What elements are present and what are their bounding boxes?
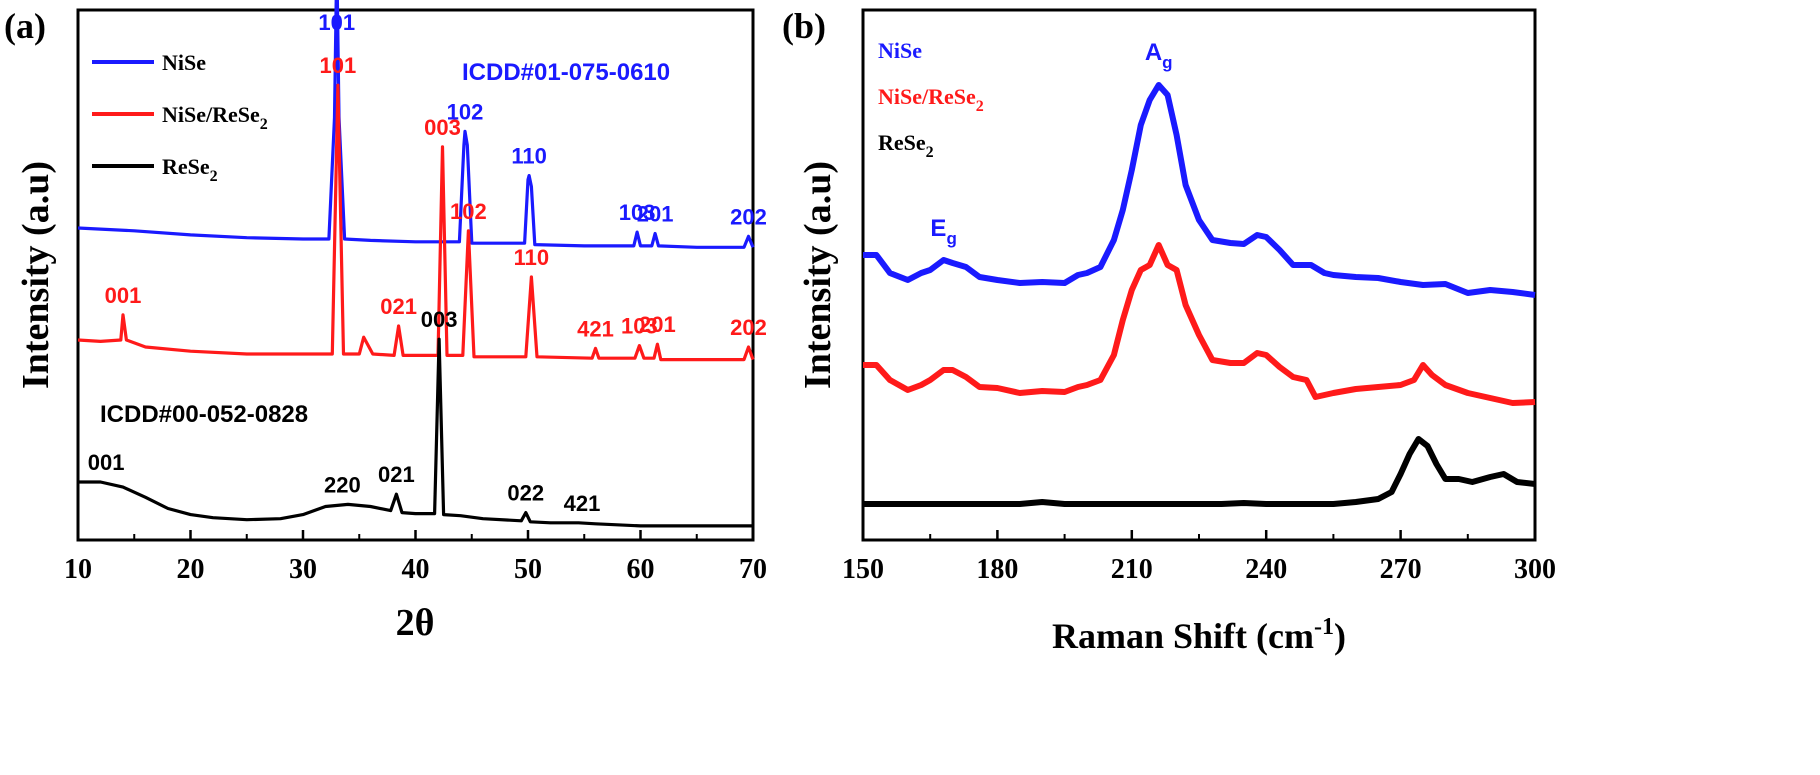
x-tick-label: 150	[842, 554, 884, 585]
panel-b-label: (b)	[782, 6, 826, 46]
legend-entry: NiSe	[162, 50, 206, 75]
x-tick-label: 300	[1514, 554, 1556, 585]
peak-label: 421	[577, 316, 614, 341]
peak-label: 110	[511, 144, 547, 169]
panel-a-x-ticks: 10 20 30 40 50 60 70	[64, 530, 767, 585]
icdd-card-rese2: ICDD#00-052-0828	[100, 401, 308, 428]
panel-b-mode-labels: Ag Eg	[930, 39, 1172, 248]
x-tick-label: 270	[1380, 554, 1422, 585]
peak-label: 021	[380, 294, 417, 319]
panel-b-curves	[863, 82, 1536, 507]
legend-entry: NiSe/ReSe2	[878, 84, 984, 115]
x-tick-label: 210	[1111, 554, 1153, 585]
icdd-card-nise: ICDD#01-075-0610	[462, 59, 670, 86]
panel-a-frame	[76, 8, 755, 542]
x-tick-label: 70	[739, 554, 767, 585]
panel-b-x-axis-label: Raman Shift (cm-1)	[1052, 614, 1346, 656]
peak-label: 021	[378, 462, 415, 487]
peak-label: 102	[450, 199, 487, 224]
panel-b-y-axis-label: Intensity (a.u)	[797, 161, 839, 389]
panel-b-raman: 150 180 210 240 270 300 Ag Eg NiSe NiSe/ReSe2 Re…	[782, 6, 1556, 656]
peak-label: 201	[639, 312, 676, 337]
peak-label: 103	[619, 200, 656, 225]
peak-label: 101	[320, 53, 357, 78]
peak-label: 220	[324, 472, 361, 497]
mode-label: Ag	[1145, 39, 1173, 72]
series-line-nise	[77, 0, 755, 249]
series-line-rese2	[863, 436, 1536, 507]
legend-entry: ReSe2	[878, 130, 934, 161]
x-tick-label: 40	[402, 554, 430, 585]
peak-label: 001	[105, 283, 142, 308]
peak-label: 001	[88, 450, 125, 475]
legend-entry: NiSe	[878, 38, 922, 63]
peak-label: 003	[424, 115, 461, 140]
x-tick-label: 10	[64, 554, 92, 585]
x-tick-label: 20	[177, 554, 205, 585]
peak-label: 202	[730, 315, 767, 340]
panel-a-x-axis-label: 2θ	[396, 602, 435, 644]
x-tick-label: 240	[1245, 554, 1287, 585]
panel-a-label: (a)	[4, 6, 46, 46]
peak-label: 202	[730, 204, 767, 229]
peak-label: 101	[318, 10, 355, 35]
mode-label: Eg	[930, 215, 956, 248]
series-line-nise-rese2	[77, 83, 755, 362]
x-tick-label: 60	[627, 554, 655, 585]
peak-label: 102	[447, 99, 484, 124]
series-line-nise	[863, 82, 1536, 298]
x-tick-label: 180	[976, 554, 1018, 585]
peak-label: 103	[621, 314, 658, 339]
panel-a-legend: NiSe NiSe/ReSe2 ReSe2	[92, 50, 268, 185]
series-line-nise-rese2	[863, 242, 1536, 406]
x-tick-label: 50	[514, 554, 542, 585]
panel-b-x-ticks: 150 180 210 240 270 300	[842, 530, 1556, 585]
legend-entry: NiSe/ReSe2	[162, 102, 268, 133]
x-tick-label: 30	[289, 554, 317, 585]
panel-a-y-axis-label: Intensity (a.u)	[15, 161, 57, 389]
peak-label: 003	[421, 307, 458, 332]
panel-b-legend: NiSe NiSe/ReSe2 ReSe2	[878, 38, 984, 161]
legend-entry: ReSe2	[162, 154, 218, 185]
panel-a-curves	[77, 0, 755, 528]
series-line-rese2	[78, 337, 753, 528]
peak-label: 022	[507, 481, 544, 506]
peak-label: 110	[514, 245, 550, 270]
peak-label: 421	[564, 491, 601, 516]
peak-label: 201	[637, 202, 674, 227]
